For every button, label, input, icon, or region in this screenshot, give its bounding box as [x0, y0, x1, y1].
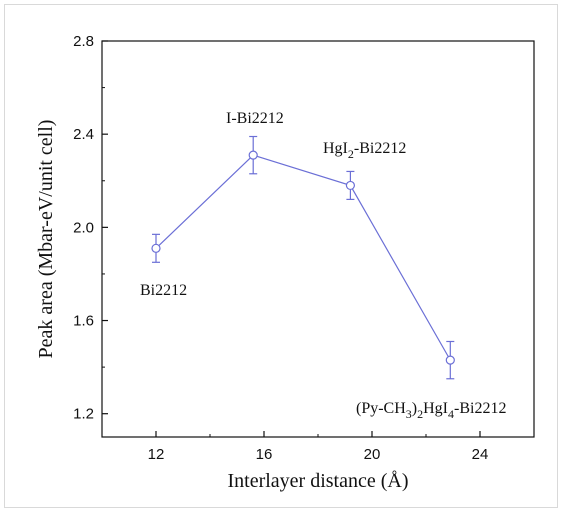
- series-line: [155, 154, 451, 361]
- label-hgi2-bi2212: HgI2-Bi2212: [323, 140, 406, 161]
- x-tick-label: 20: [364, 446, 381, 463]
- x-tick-label: 12: [148, 446, 165, 463]
- data-point: [345, 180, 355, 191]
- y-tick-label: 2.4: [73, 126, 94, 143]
- data-point: [248, 150, 258, 160]
- y-tick-label: 2.0: [73, 219, 94, 236]
- x-axis-title: Interlayer distance (Å): [227, 470, 408, 492]
- y-tick-label: 2.8: [73, 33, 94, 50]
- label-i-bi2212: I-Bi2212: [226, 110, 284, 127]
- label-py-hgi4-bi2212: (Py-CH3)2HgI4-Bi2212: [356, 400, 506, 421]
- label-bi2212: Bi2212: [140, 282, 187, 299]
- x-tick-label: 24: [472, 446, 489, 463]
- plot-area: [101, 40, 535, 438]
- series-points: [151, 135, 455, 380]
- data-point: [445, 355, 455, 365]
- y-axis-title: Peak area (Mbar-eV/unit cell): [35, 120, 57, 359]
- y-tick-label: 1.6: [73, 313, 94, 330]
- x-tick-label: 16: [256, 446, 273, 463]
- data-point: [151, 243, 161, 253]
- y-tick-label: 1.2: [73, 406, 94, 423]
- chart-frame: [4, 4, 558, 508]
- y-axis-ticks: 1.2 1.6 2.0 2.4 2.8: [73, 33, 108, 423]
- x-axis-ticks: 12 16 20 24: [148, 431, 535, 463]
